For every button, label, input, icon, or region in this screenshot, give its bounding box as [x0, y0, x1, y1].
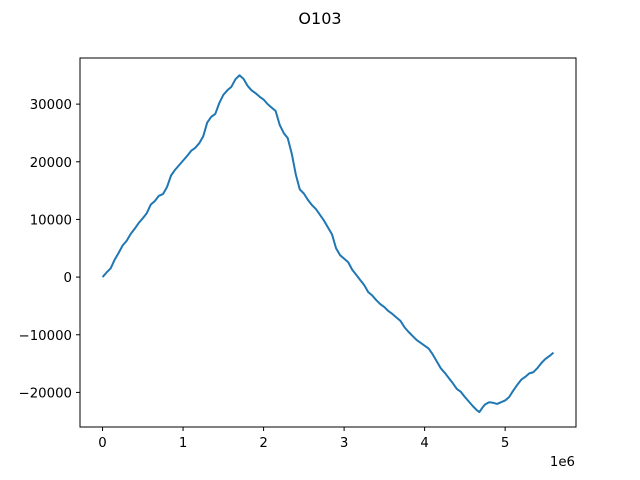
- x-tick-label: 3: [340, 436, 348, 451]
- y-tick-label: 0: [64, 271, 72, 286]
- x-tick-label: 1: [179, 436, 187, 451]
- x-tick-label: 4: [420, 436, 428, 451]
- x-tick-label: 0: [98, 436, 106, 451]
- y-axis: −20000 −10000 0 10000 20000 30000: [19, 98, 80, 401]
- y-tick-label: −20000: [19, 386, 72, 401]
- x-axis: 0 1 2 3 4 5: [98, 427, 509, 451]
- plot-area: [101, 74, 555, 414]
- chart-title: O103: [298, 9, 341, 28]
- y-tick-label: 20000: [30, 156, 72, 171]
- series-line-0: [101, 74, 555, 414]
- axes-frame: [79, 57, 577, 428]
- y-tick-label: 30000: [30, 98, 72, 113]
- y-tick-label: −10000: [19, 329, 72, 344]
- y-tick-label: 10000: [30, 213, 72, 228]
- x-tick-label: 5: [501, 436, 509, 451]
- x-axis-offset-text: 1e6: [550, 455, 575, 470]
- x-tick-label: 2: [259, 436, 267, 451]
